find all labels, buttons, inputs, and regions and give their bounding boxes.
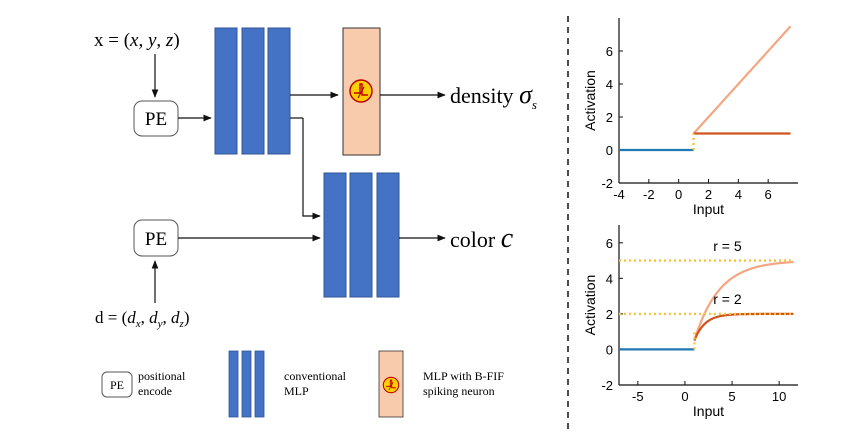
y-tick-label: -2	[601, 176, 613, 191]
legend-pe-text-2: encode	[138, 384, 172, 398]
y-tick-label: -2	[601, 378, 613, 393]
mlp2-layer-2	[349, 172, 373, 298]
x-tick-label: 6	[765, 187, 772, 202]
legend-mlp-text-2: MLP	[284, 384, 309, 398]
output-color-label: color c	[450, 223, 514, 254]
mlp2-layer-3	[376, 172, 400, 298]
legend-neuron-icon	[382, 376, 400, 394]
series-line-1	[692, 25, 792, 135]
x-axis-label: Input	[693, 201, 724, 217]
mlp2-layer-1	[323, 172, 347, 298]
x-tick-label: -4	[613, 187, 625, 202]
legend-pe-box	[101, 371, 133, 398]
y-axis-label: Activation	[582, 70, 598, 131]
mlp1-layer-2	[241, 27, 265, 155]
arrow-mlp1-to-mlp2	[302, 118, 321, 220]
input-x-label: x = (x, y, z)	[94, 30, 180, 51]
y-tick-label: 6	[606, 236, 613, 251]
legend: PE positional encode conventional MLP ML…	[101, 350, 504, 418]
y-tick-label: 0	[606, 143, 613, 158]
x-tick-label: -5	[632, 389, 644, 404]
annotation-label: r = 5	[713, 238, 742, 254]
input-d-label: d = (dx, dy, dz)	[95, 308, 189, 330]
architecture-diagram: x = (x, y, z) PE density σs PE	[94, 27, 537, 418]
y-tick-label: 2	[606, 307, 613, 322]
series-line-2	[693, 312, 794, 342]
x-axis-label: Input	[693, 403, 724, 419]
chart-bottom: -2 0 2 4 6 -5 0 5 10 Input Activation r = 5 r = 2	[582, 225, 798, 419]
spiking-mlp-block	[342, 27, 381, 156]
spiking-neuron-icon	[349, 79, 373, 103]
x-tick-label: 2	[705, 187, 712, 202]
legend-spiking-text-1: MLP with B-FIF	[423, 369, 504, 383]
legend-mlp-bar-3	[254, 350, 265, 418]
series-line-1	[693, 260, 794, 341]
pe-label-bottom: PE	[145, 229, 167, 250]
mlp-block-1	[214, 27, 291, 155]
x-tick-label: 0	[675, 187, 682, 202]
legend-mlp-bar-2	[241, 350, 252, 418]
x-tick-label: -2	[643, 187, 655, 202]
mlp1-layer-3	[267, 27, 291, 155]
x-tick-label: 10	[772, 389, 786, 404]
y-tick-label: 2	[606, 110, 613, 125]
legend-pe-box-label: PE	[110, 378, 124, 392]
annotation-label: r = 2	[713, 291, 742, 307]
output-density-label: density σs	[450, 80, 537, 112]
y-axis-label: Activation	[582, 275, 598, 336]
x-tick-label: 4	[735, 187, 742, 202]
y-tick-label: 4	[606, 77, 613, 92]
y-tick-label: 6	[606, 44, 613, 59]
legend-spiking-text-2: spiking neuron	[423, 384, 495, 398]
legend-pe-text-1: positional	[138, 369, 186, 383]
mlp1-layer-1	[214, 27, 238, 155]
y-tick-label: 4	[606, 271, 613, 286]
legend-mlp-text-1: conventional	[284, 369, 347, 383]
mlp-block-2	[323, 172, 400, 298]
legend-mlp-bar-1	[228, 350, 239, 418]
pe-label-top: PE	[145, 109, 167, 130]
x-tick-label: 0	[681, 389, 688, 404]
y-tick-label: 0	[606, 342, 613, 357]
x-tick-label: 5	[728, 389, 735, 404]
